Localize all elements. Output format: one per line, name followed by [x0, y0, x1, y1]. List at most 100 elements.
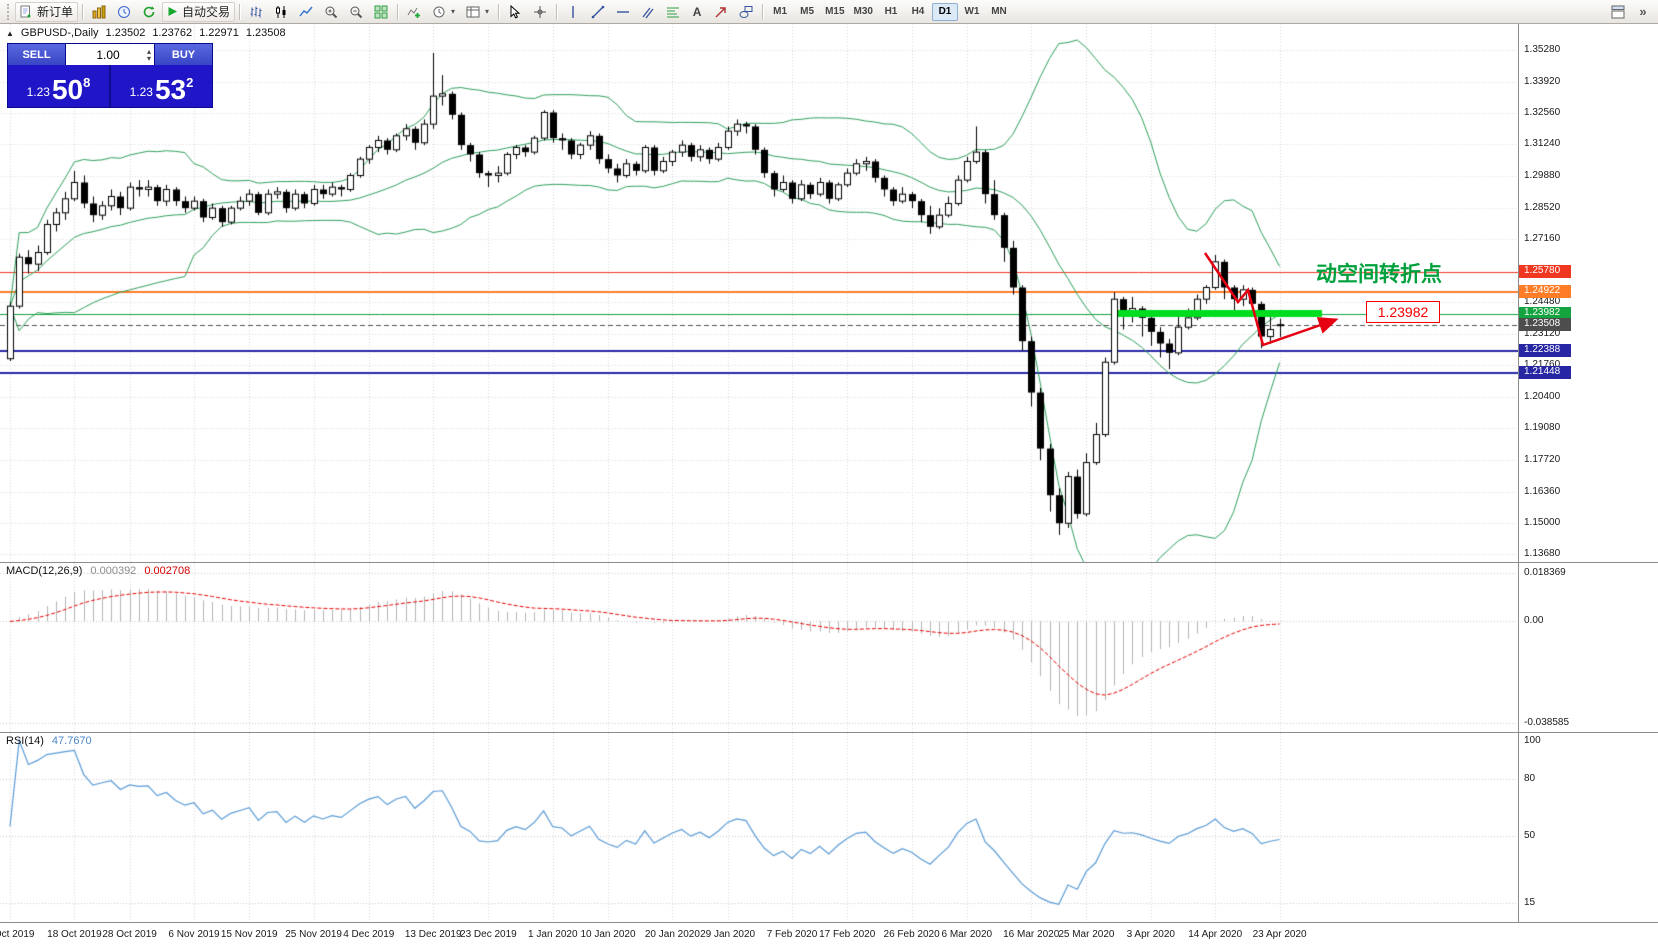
toolbar-grip[interactable] — [7, 3, 11, 20]
date-axis-label: 6 Nov 2019 — [168, 929, 220, 940]
arrows-button[interactable] — [709, 2, 733, 22]
toolbar-separator — [762, 3, 764, 20]
volume-input[interactable]: 1.00 ▴ ▾ — [65, 44, 155, 65]
ask-price-big: 53 — [154, 74, 187, 105]
crosshair-button[interactable] — [528, 2, 552, 22]
date-axis-label: 3 Apr 2020 — [1126, 929, 1175, 940]
templates-icon — [466, 5, 480, 19]
text-button[interactable]: A — [686, 2, 708, 22]
toolbar-overflow-button[interactable]: » — [1632, 2, 1654, 22]
bar-chart-icon — [249, 5, 263, 19]
panel-splitter[interactable] — [0, 732, 1658, 733]
price-level-tag: 1.21448 — [1519, 365, 1571, 379]
date-axis-label: 4 Dec 2019 — [343, 929, 395, 940]
line-chart-button[interactable] — [294, 2, 318, 22]
volume-up-icon[interactable]: ▴ — [146, 46, 151, 56]
periods-button[interactable]: ▾ — [427, 2, 460, 22]
price-level-tag: 1.22388 — [1519, 343, 1571, 357]
tile-windows-button[interactable] — [369, 2, 393, 22]
panel-splitter[interactable] — [0, 562, 1658, 563]
price-chart-panel: 1.35280 1.33920 1.32560 1.31240 1.29880 1.285… — [0, 24, 1658, 562]
macd-axis-label: 0.018369 — [1524, 567, 1566, 579]
new-order-button[interactable]: 新订单 — [15, 1, 79, 22]
timeframe-m1[interactable]: M1 — [773, 6, 788, 17]
templates-button[interactable]: ▾ — [461, 2, 494, 22]
price-axis-label: 1.27160 — [1524, 233, 1561, 245]
timeframe-d1[interactable]: D1 — [931, 2, 958, 21]
rsi-canvas[interactable] — [0, 733, 1518, 922]
timeframe-w1[interactable]: W1 — [964, 6, 980, 17]
volume-down-icon[interactable]: ▾ — [146, 53, 151, 63]
buy-button[interactable]: BUY — [155, 44, 212, 65]
price-axis-label: 1.29880 — [1524, 169, 1561, 181]
indicators-button[interactable] — [402, 2, 426, 22]
fibonacci-button[interactable] — [661, 2, 685, 22]
toolbar-separator — [397, 3, 399, 20]
zoom-in-button[interactable] — [319, 2, 343, 22]
market-watch-icon — [117, 5, 131, 19]
rsi-axis-label: 15 — [1524, 896, 1536, 908]
autotrading-button[interactable]: 自动交易 — [162, 1, 236, 22]
shapes-button[interactable] — [734, 2, 758, 22]
one-click-toggle-icon[interactable]: ▲ — [6, 28, 14, 38]
timeframe-m15[interactable]: M15 — [825, 6, 845, 17]
window-list-button[interactable] — [1606, 2, 1630, 22]
price-axis[interactable]: 1.35280 1.33920 1.32560 1.31240 1.29880 1.285… — [1518, 24, 1658, 562]
vertical-line-button[interactable] — [561, 2, 585, 22]
cursor-icon — [508, 4, 522, 19]
price-axis-label: 1.31240 — [1524, 138, 1561, 150]
new-chart-button[interactable] — [87, 2, 111, 22]
price-level-tag: 1.23982 — [1519, 306, 1571, 320]
macd-panel: 0.018369 0.00 -0.038585 MACD(12,26,9) 0.00… — [0, 563, 1658, 732]
price-axis-label: 1.35280 — [1524, 43, 1561, 55]
cursor-button[interactable] — [503, 2, 527, 22]
zoom-out-button[interactable] — [344, 2, 368, 22]
fibonacci-icon — [666, 5, 680, 19]
rsi-value: 47.7670 — [51, 735, 92, 747]
candlestick-chart-button[interactable] — [269, 2, 293, 22]
macd-canvas[interactable] — [0, 563, 1518, 732]
price-axis-label: 1.20400 — [1524, 391, 1561, 403]
refresh-icon — [142, 5, 156, 19]
refresh-button[interactable] — [137, 2, 161, 22]
date-axis-label: 13 Dec 2019 — [404, 929, 462, 940]
channel-button[interactable] — [636, 2, 660, 22]
bar-chart-button[interactable] — [244, 2, 268, 22]
market-watch-button[interactable] — [112, 2, 136, 22]
horizontal-line-icon — [616, 5, 630, 19]
price-axis-label: 1.17720 — [1524, 453, 1561, 465]
rsi-axis[interactable]: 100 80 50 15 — [1518, 733, 1658, 922]
sell-button[interactable]: SELL — [8, 44, 65, 65]
toolbar-separator — [82, 3, 84, 20]
vertical-line-icon — [566, 5, 580, 19]
zoom-out-icon — [349, 5, 363, 19]
channel-icon — [641, 5, 655, 19]
timeframe-h1[interactable]: H1 — [884, 6, 898, 17]
timeframe-h4[interactable]: H4 — [911, 6, 925, 17]
macd-axis[interactable]: 0.018369 0.00 -0.038585 — [1518, 563, 1658, 732]
indicators-icon — [407, 5, 421, 19]
date-axis-label: 23 Dec 2019 — [460, 929, 517, 940]
new-order-label: 新订单 — [37, 5, 74, 19]
timeframe-mn[interactable]: MN — [991, 6, 1007, 17]
crosshair-icon — [533, 5, 547, 19]
price-axis-label: 1.19080 — [1524, 422, 1561, 434]
rsi-panel: 100 80 50 15 RSI(14) 47.7670 — [0, 733, 1658, 922]
timeframe-m5[interactable]: M5 — [800, 6, 815, 17]
date-axis-label: 26 Feb 2020 — [883, 929, 940, 940]
sell-price-box[interactable]: 1.23 50 8 — [8, 65, 109, 107]
buy-price-box[interactable]: 1.23 53 2 — [111, 65, 212, 107]
date-axis-label: 23 Apr 2020 — [1252, 929, 1307, 940]
rsi-title: RSI(14) — [6, 735, 44, 747]
timeframe-m30[interactable]: M30 — [853, 6, 873, 17]
main-chart-canvas[interactable] — [0, 24, 1518, 562]
trendline-button[interactable] — [586, 2, 610, 22]
macd-axis-label: -0.038585 — [1524, 717, 1570, 728]
text-icon: A — [692, 4, 702, 19]
panel-splitter[interactable] — [0, 922, 1658, 923]
horizontal-line-button[interactable] — [611, 2, 635, 22]
date-axis-label: 1 Jan 2020 — [528, 929, 578, 940]
zoom-in-icon — [324, 5, 338, 19]
one-click-trading-panel: SELL 1.00 ▴ ▾ BUY 1.23 50 8 1.23 — [8, 44, 212, 107]
